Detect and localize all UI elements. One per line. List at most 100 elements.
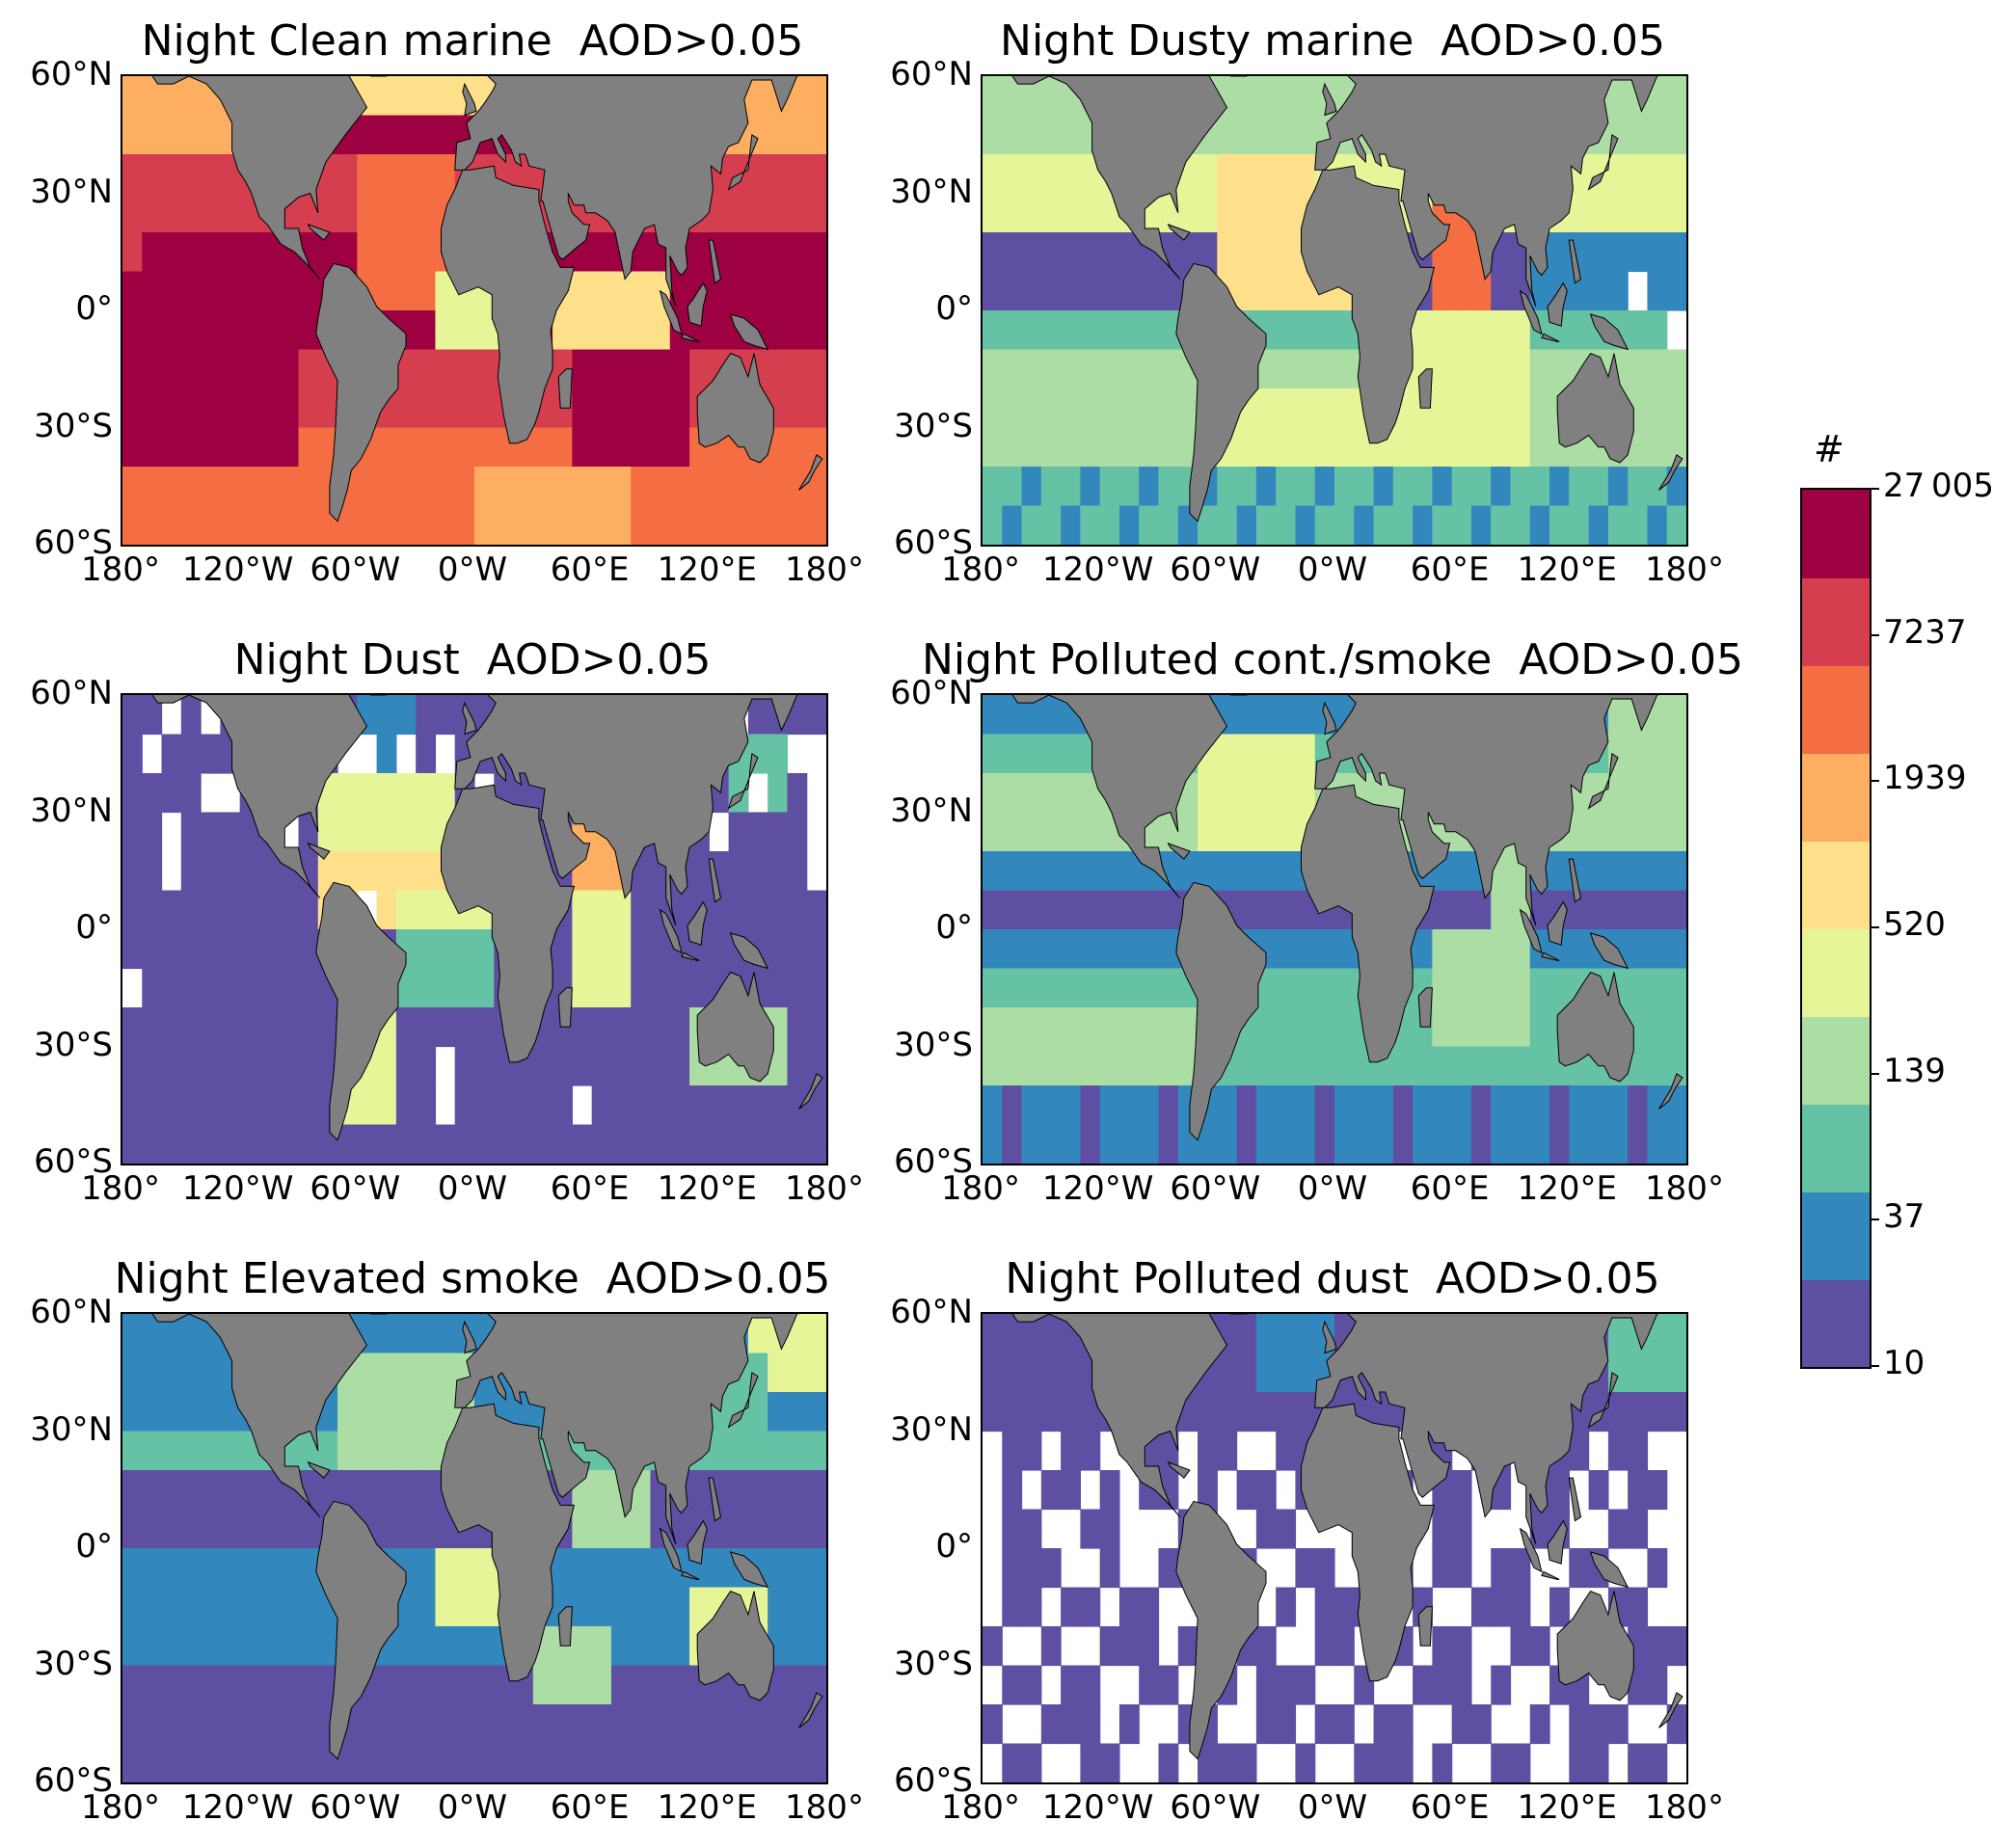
grid-cell — [494, 1085, 515, 1126]
grid-cell — [572, 1007, 593, 1048]
grid-cell — [279, 1509, 300, 1549]
grid-cell — [180, 773, 202, 814]
grid-cell — [298, 1743, 319, 1782]
grid-cell — [1061, 890, 1081, 930]
grid-cell — [395, 1314, 417, 1354]
grid-cell — [631, 1548, 652, 1589]
land-mass — [1568, 1477, 1582, 1522]
grid-cell — [1314, 349, 1335, 389]
grid-cell — [161, 1353, 182, 1393]
x-tick-label: 120°E — [1517, 550, 1618, 589]
grid-cell — [1118, 1085, 1140, 1126]
grid-cell — [161, 154, 182, 195]
grid-cell — [142, 812, 163, 852]
grid-cell — [1432, 1509, 1453, 1549]
grid-cell — [416, 1470, 437, 1511]
grid-cell — [787, 154, 808, 195]
grid-cell — [416, 115, 437, 155]
grid-cell — [747, 505, 768, 545]
grid-cell — [1002, 1587, 1023, 1627]
grid-cell — [1432, 890, 1453, 930]
grid-cell — [1295, 1007, 1316, 1048]
grid-cell — [650, 1124, 671, 1164]
grid-cell — [552, 1046, 573, 1086]
grid-cell — [709, 1743, 730, 1782]
grid-cell — [728, 271, 749, 311]
grid-cell — [142, 695, 163, 736]
land-mass — [454, 76, 799, 308]
grid-cell — [709, 929, 730, 970]
grid-cell — [1432, 1548, 1453, 1589]
grid-cell — [768, 1548, 789, 1589]
grid-cell — [1334, 1124, 1355, 1164]
grid-cell — [180, 427, 202, 468]
x-tick-label: 0°W — [1297, 1788, 1368, 1827]
grid-cell — [220, 154, 241, 195]
grid-cell — [239, 1587, 260, 1627]
grid-cell — [142, 1704, 163, 1745]
grid-cell — [572, 1587, 593, 1627]
grid-cell — [279, 1743, 300, 1782]
grid-cell — [1647, 734, 1668, 774]
grid-cell — [1470, 929, 1492, 970]
grid-cell — [1118, 388, 1140, 429]
grid-cell — [1198, 1743, 1218, 1782]
grid-cell — [1158, 388, 1179, 429]
grid-cell — [552, 505, 573, 545]
grid-cell — [435, 1665, 456, 1705]
grid-cell — [1002, 388, 1023, 429]
grid-cell — [1413, 929, 1433, 970]
grid-cell — [1647, 773, 1668, 814]
grid-cell — [1647, 271, 1668, 311]
grid-cell — [376, 1509, 397, 1549]
grid-cell — [1588, 1124, 1609, 1164]
colorbar-segment — [1802, 665, 1870, 754]
grid-cell — [610, 1046, 632, 1086]
grid-cell — [806, 76, 826, 117]
grid-cell — [1158, 1743, 1179, 1782]
grid-cell — [1569, 1085, 1590, 1126]
grid-cell — [201, 1085, 221, 1126]
grid-cell — [1021, 1085, 1042, 1126]
panel-title: Night Elevated smoke AOD>0.05 — [114, 1254, 831, 1303]
grid-cell — [1588, 851, 1609, 892]
grid-cell — [650, 1548, 671, 1589]
grid-cell — [1099, 1046, 1120, 1086]
x-tick-label: 180° — [941, 1169, 1020, 1208]
grid-cell — [395, 154, 417, 195]
grid-cell — [201, 890, 221, 930]
grid-cell — [298, 1509, 319, 1549]
grid-cell — [532, 1046, 553, 1086]
grid-cell — [787, 1704, 808, 1745]
grid-cell — [1588, 505, 1609, 545]
colorbar-label: # — [1814, 428, 1845, 470]
grid-cell — [161, 388, 182, 429]
grid-cell — [591, 1626, 612, 1667]
grid-cell — [572, 1704, 593, 1745]
x-tick-label: 120°E — [1517, 1788, 1618, 1827]
grid-cell — [122, 76, 143, 117]
grid-cell — [591, 1085, 612, 1126]
grid-cell — [1040, 1353, 1062, 1393]
grid-cell — [1549, 505, 1570, 545]
grid-cell — [201, 427, 221, 468]
grid-cell — [806, 349, 826, 389]
grid-cell — [201, 154, 221, 195]
grid-cell — [806, 1743, 826, 1782]
x-tick-label: 60°W — [310, 1788, 401, 1827]
grid-cell — [416, 1509, 437, 1549]
grid-cell — [572, 1743, 593, 1782]
grid-cell — [1080, 1124, 1101, 1164]
grid-cell — [180, 115, 202, 155]
grid-cell — [1061, 773, 1081, 814]
grid-cell — [591, 1704, 612, 1745]
grid-cell — [122, 1470, 143, 1511]
grid-cell — [1295, 1548, 1316, 1589]
grid-cell — [279, 1587, 300, 1627]
grid-cell — [728, 505, 749, 545]
grid-cell — [258, 1470, 280, 1511]
grid-cell — [1040, 271, 1062, 311]
grid-cell — [258, 1704, 280, 1745]
grid-cell — [983, 505, 1003, 545]
grid-cell — [669, 1124, 690, 1164]
